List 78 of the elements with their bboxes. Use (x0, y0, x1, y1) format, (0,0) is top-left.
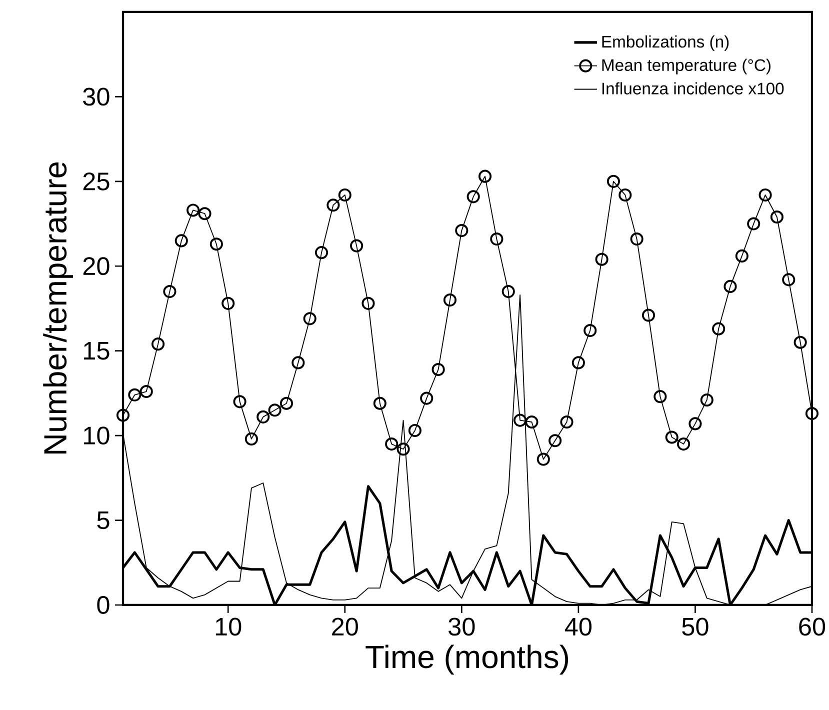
x-tick-label: 60 (799, 618, 826, 636)
point (665, 430, 678, 444)
y-tick-label: 25 (83, 172, 110, 190)
point (222, 296, 235, 310)
point (478, 170, 492, 183)
point (174, 234, 188, 248)
point (373, 396, 386, 410)
point (805, 406, 819, 420)
point (466, 190, 480, 204)
point (362, 296, 375, 310)
y-tick-label: 5 (97, 511, 110, 530)
x-tick-label: 50 (682, 618, 708, 636)
legend-label: Influenza incidence x100 (602, 82, 784, 94)
point (163, 285, 176, 298)
point (618, 188, 632, 202)
point (116, 408, 130, 422)
point (128, 388, 142, 402)
point (642, 308, 656, 322)
point (256, 410, 270, 424)
point (292, 356, 305, 370)
point (724, 280, 737, 293)
point (350, 239, 364, 252)
x-tick-label: 30 (448, 618, 475, 636)
y-tick-label: 20 (83, 257, 110, 276)
point (140, 384, 153, 398)
point (338, 188, 352, 202)
legend-label: Mean temperature (°C) (602, 58, 770, 74)
point (654, 390, 667, 404)
point (432, 362, 445, 376)
point (688, 417, 702, 430)
point (677, 437, 690, 451)
legend-label: Embolizations (n) (602, 35, 729, 51)
point (314, 246, 328, 260)
point (420, 392, 434, 405)
point (794, 336, 807, 349)
point (712, 322, 726, 336)
point (152, 338, 165, 351)
y-tick-label: 0 (97, 596, 110, 614)
y-axis-title: Number/temperature (43, 162, 73, 454)
y-tick-label: 15 (84, 342, 110, 360)
point (700, 393, 714, 407)
point (455, 224, 468, 238)
point (770, 210, 784, 224)
point (548, 434, 562, 448)
point (268, 404, 282, 417)
point (502, 285, 515, 298)
point (572, 356, 585, 370)
point (560, 415, 574, 429)
point (210, 238, 223, 251)
x-tick-label: 40 (564, 618, 592, 636)
point (233, 395, 246, 408)
x-tick-label: 20 (332, 618, 358, 636)
point (186, 204, 200, 217)
point (525, 415, 538, 429)
point (326, 198, 340, 212)
point (303, 312, 316, 326)
point (443, 293, 457, 307)
point (584, 324, 597, 338)
y-tick-label: 30 (83, 88, 110, 106)
y-tick-label: 10 (84, 426, 110, 445)
x-tick-label: 10 (216, 618, 242, 636)
point (198, 207, 212, 220)
point (244, 432, 258, 446)
point (408, 424, 422, 438)
point (606, 174, 620, 188)
point (490, 232, 504, 246)
point (782, 273, 796, 286)
point (280, 396, 294, 410)
point (536, 452, 550, 466)
point (385, 437, 398, 451)
point (595, 252, 608, 266)
point (747, 217, 760, 230)
point (396, 442, 410, 456)
point (758, 188, 772, 202)
point (514, 414, 527, 427)
x-axis-title: Time (months) (366, 644, 568, 675)
point (735, 249, 748, 263)
point (630, 232, 644, 246)
